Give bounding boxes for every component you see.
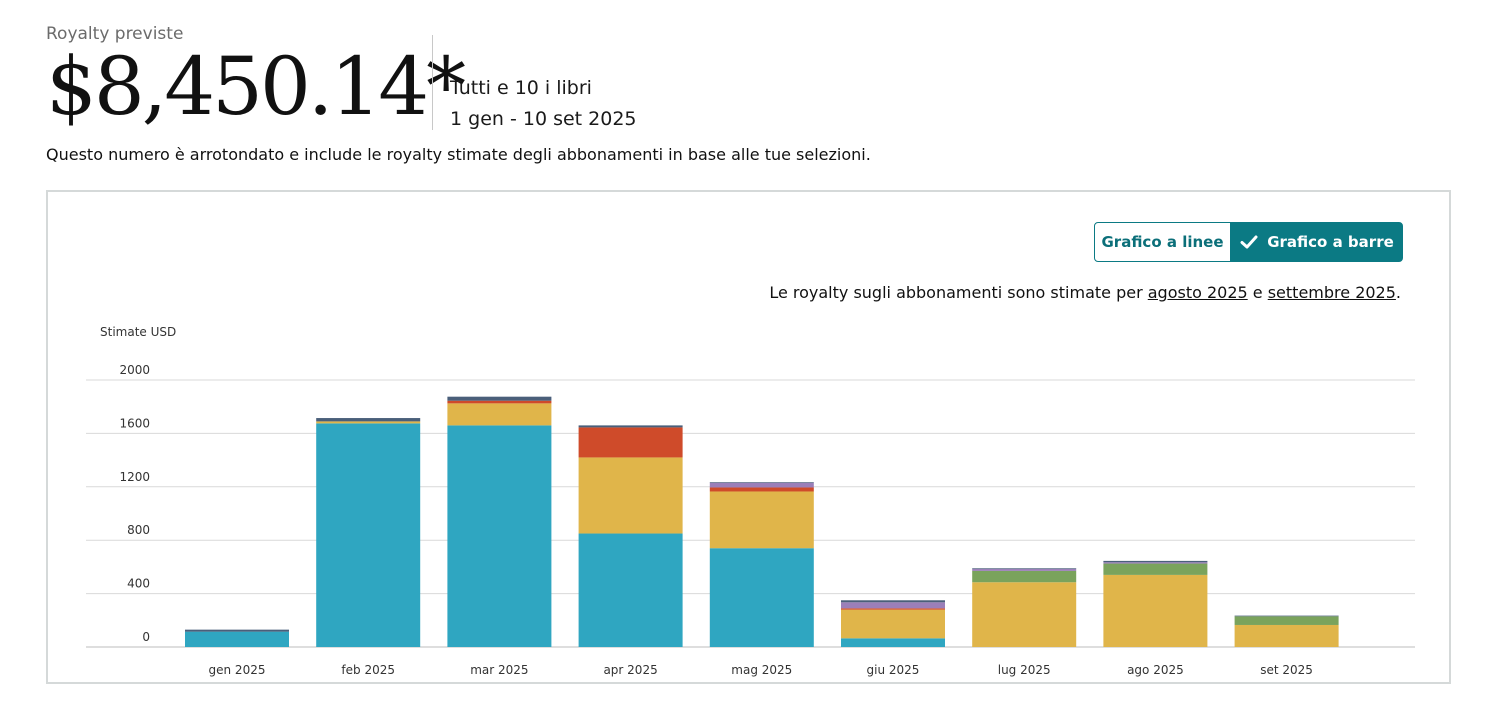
x-tick-label: giu 2025 (867, 663, 920, 677)
bar-segment (316, 423, 421, 647)
header-divider (432, 35, 433, 130)
bar-segment (578, 457, 683, 534)
august-link[interactable]: agosto 2025 (1147, 283, 1248, 302)
bar-segment (972, 568, 1077, 569)
x-tick-label: lug 2025 (998, 663, 1051, 677)
september-link[interactable]: settembre 2025 (1267, 283, 1396, 302)
bar-segment (1234, 615, 1339, 617)
x-tick-label: gen 2025 (209, 663, 266, 677)
bar-segment (972, 582, 1077, 647)
y-tick-label: 400 (127, 577, 150, 591)
bar-segment (972, 568, 1077, 571)
bar-segment (709, 548, 814, 647)
checkmark-icon (1240, 235, 1258, 249)
bar-segment (841, 602, 945, 609)
line-chart-label: Grafico a linee (1101, 233, 1224, 251)
x-tick-label: feb 2025 (341, 663, 395, 677)
bar-chart-label: Grafico a barre (1267, 233, 1394, 251)
x-tick-label: mag 2025 (731, 663, 792, 677)
x-tick-label: apr 2025 (603, 663, 657, 677)
bar-segment (709, 491, 814, 549)
bar-segment (709, 487, 814, 492)
bar-segment (1103, 574, 1208, 647)
royalty-amount: $8,450.14* (46, 40, 466, 133)
x-tick-label: ago 2025 (1127, 663, 1184, 677)
bar-segment (1103, 562, 1208, 564)
bar-segment (841, 600, 945, 603)
bar-segment (1103, 563, 1208, 575)
x-tick-label: mar 2025 (470, 663, 528, 677)
bar-segment (709, 482, 814, 488)
line-chart-button[interactable]: Grafico a linee (1094, 222, 1231, 262)
bar-segment (316, 421, 421, 424)
bar-segment (1234, 616, 1339, 625)
y-tick-label: 1600 (119, 416, 150, 430)
estimate-note-suffix: . (1395, 283, 1401, 302)
bar-segment (578, 427, 683, 458)
subscription-estimate-note: Le royalty sugli abbonamenti sono stimat… (769, 283, 1401, 302)
estimate-note-middle: e (1247, 283, 1268, 302)
bar-segment (1234, 624, 1339, 647)
y-tick-label: 2000 (119, 363, 150, 377)
bar-segment (841, 638, 945, 647)
bar-segment (447, 400, 552, 404)
bar-segment (1103, 560, 1208, 563)
estimate-note-prefix: Le royalty sugli abbonamenti sono stimat… (769, 283, 1148, 302)
rounding-note: Questo numero è arrotondato e include le… (46, 145, 871, 164)
chart-type-toggle: Grafico a linee Grafico a barre (1094, 222, 1403, 262)
royalty-label: Royalty previste (46, 24, 184, 44)
bar-segment (578, 425, 683, 428)
bar-segment (447, 425, 552, 647)
y-tick-label: 1200 (119, 470, 150, 484)
date-range: 1 gen - 10 set 2025 (450, 108, 637, 130)
x-tick-label: set 2025 (1260, 663, 1313, 677)
bar-segment (578, 533, 683, 647)
bar-segment (972, 570, 1077, 583)
y-axis-label: Stimate USD (100, 325, 176, 339)
y-tick-label: 0 (142, 630, 150, 644)
bar-segment (185, 631, 289, 647)
bar-segment (447, 396, 552, 401)
y-tick-label: 800 (127, 523, 150, 537)
bar-segment (316, 418, 421, 422)
bar-segment (841, 608, 945, 610)
bar-segment (185, 629, 289, 632)
bar-chart-button[interactable]: Grafico a barre (1231, 222, 1403, 262)
bar-segment (709, 482, 814, 483)
book-scope: Tutti e 10 i libri (450, 77, 592, 99)
bar-segment (841, 609, 945, 639)
bar-segment (447, 403, 552, 426)
